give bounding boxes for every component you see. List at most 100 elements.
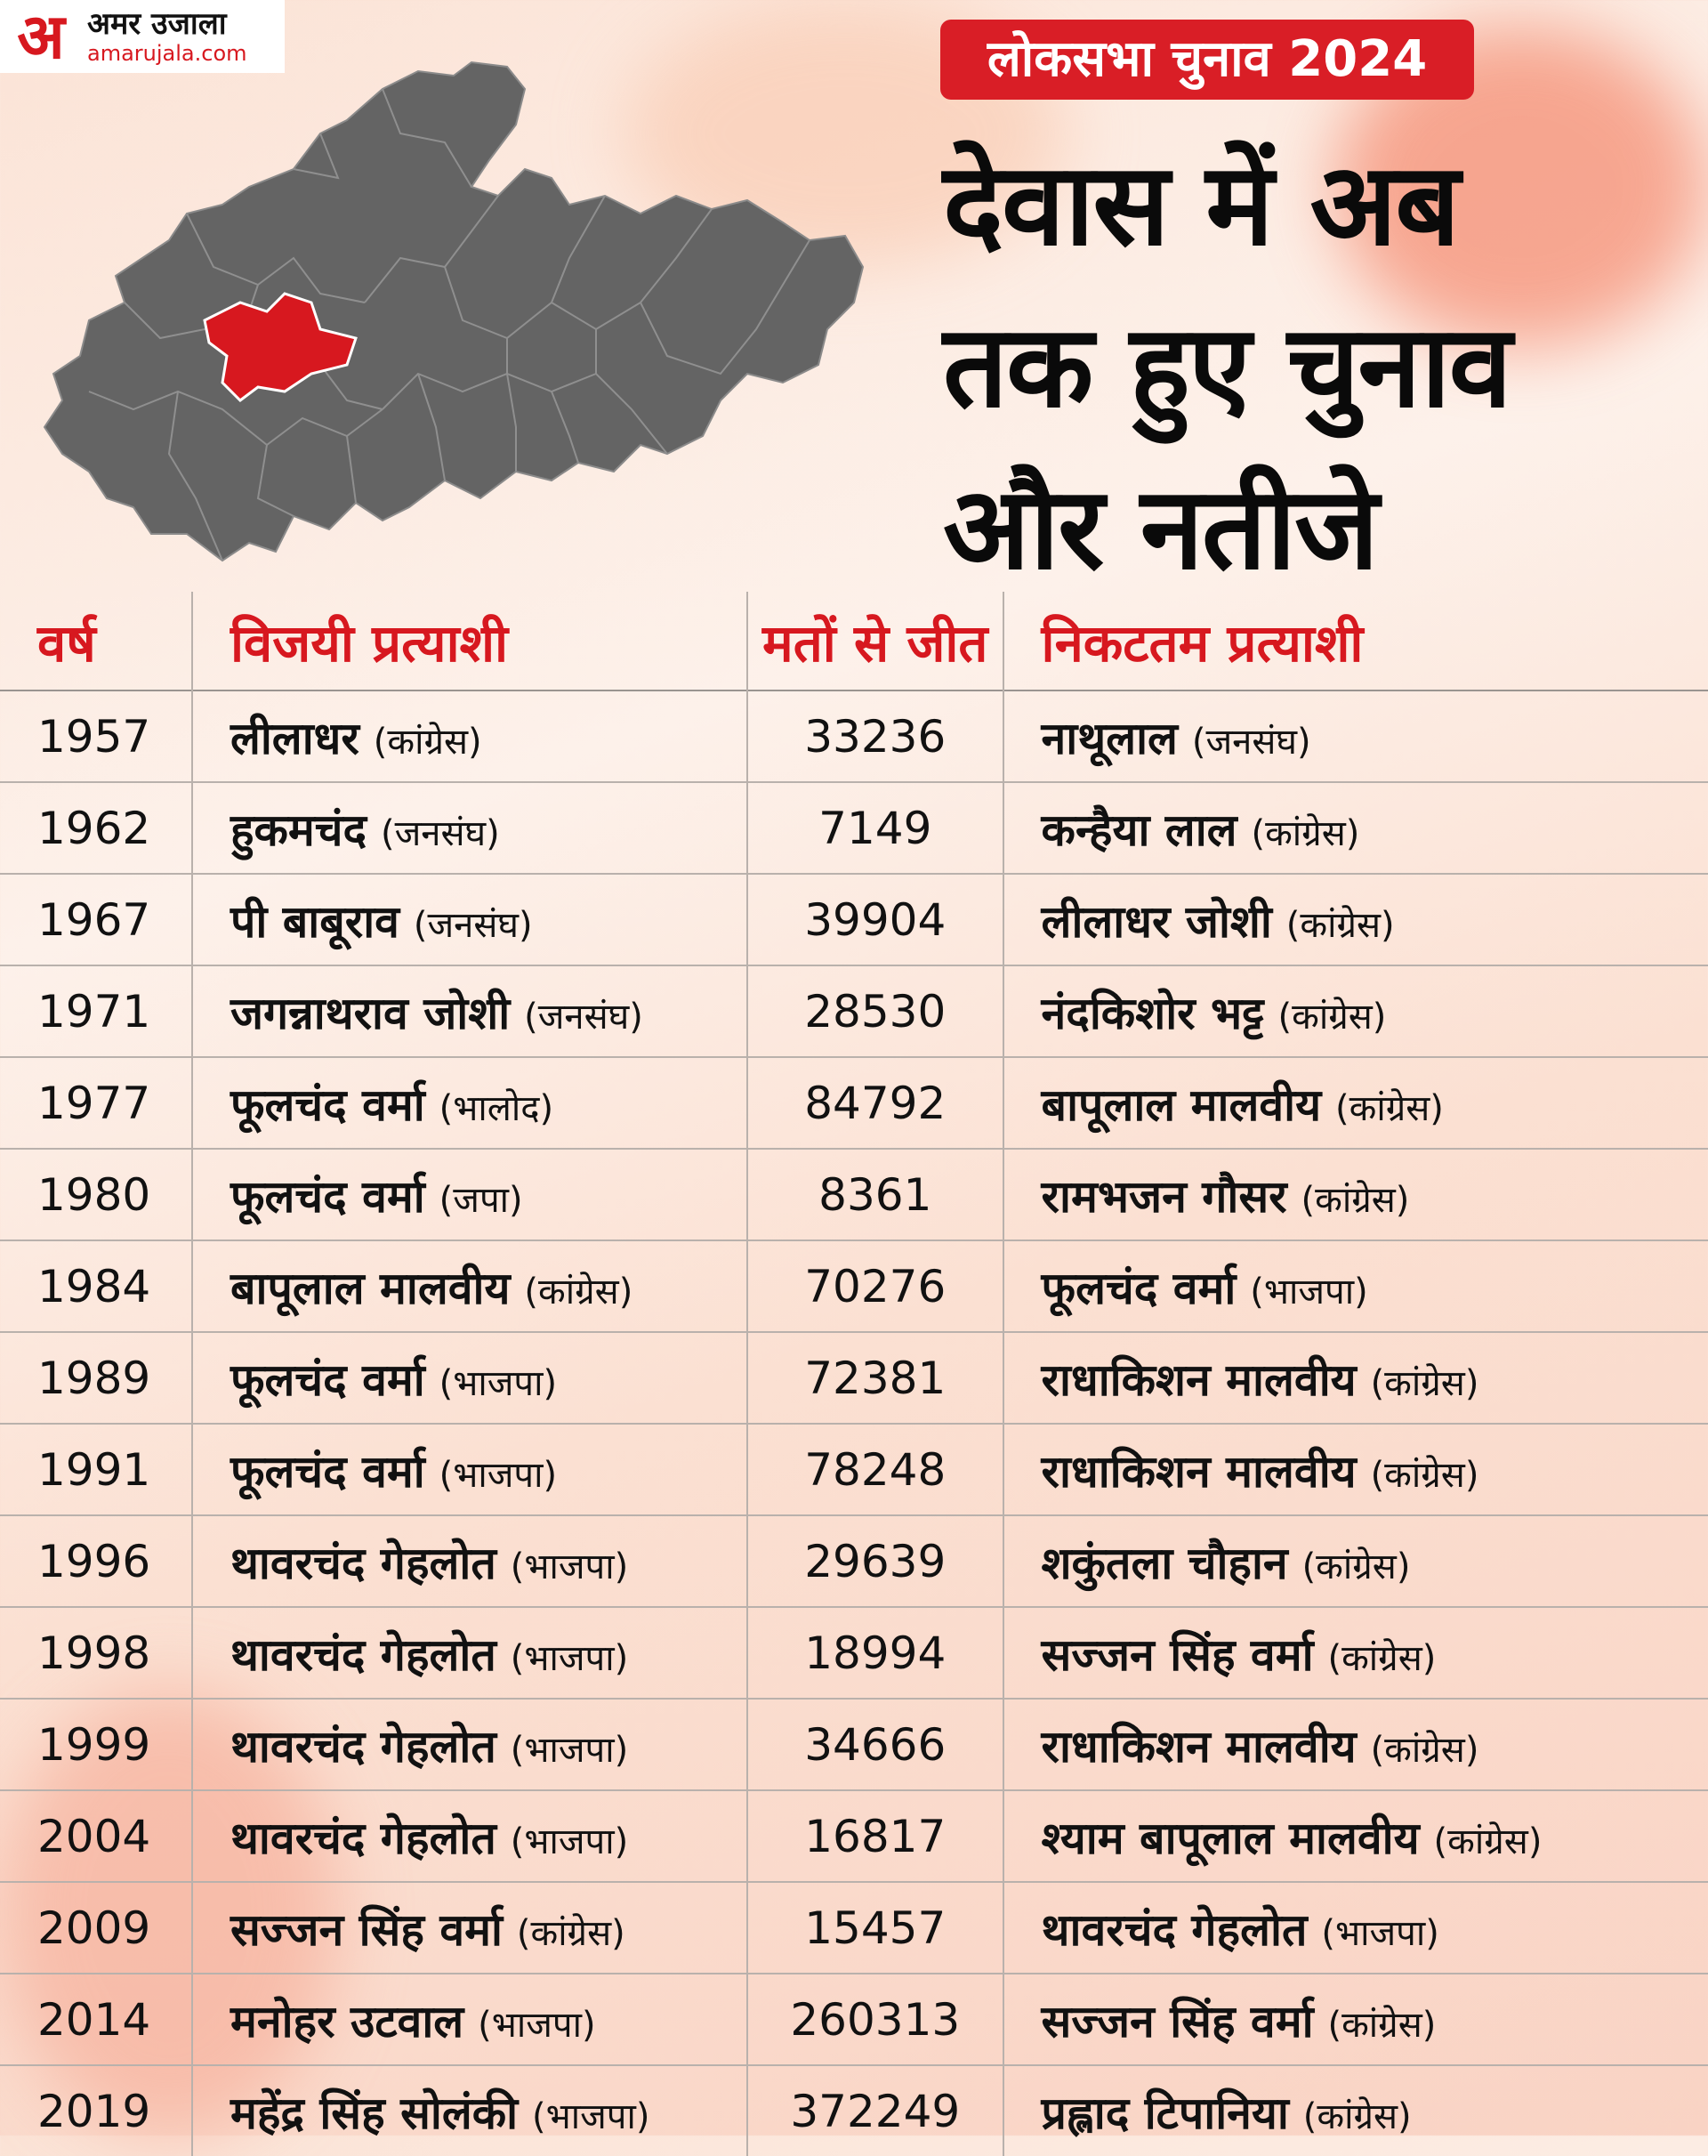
table-row: 2004 थावरचंद गेहलोत (भाजपा) 16817 श्याम बाप…: [0, 1789, 1708, 1882]
winner-name: फूलचंद वर्मा: [230, 1445, 425, 1498]
logo-mark: अ: [0, 0, 82, 73]
cell-year: 2004: [0, 1789, 193, 1882]
runner-name: सज्जन सिंह वर्मा: [1041, 1628, 1314, 1681]
runner-party: (कांग्रेस): [1370, 1454, 1479, 1496]
runner-party: (कांग्रेस): [1433, 1821, 1543, 1862]
winner-name: महेंद्र सिंह सोलंकी: [230, 2087, 519, 2139]
state-map-outline: [43, 61, 865, 562]
cell-runner-up: प्रह्लाद टिपानिया (कांग्रेस): [1003, 2064, 1708, 2156]
winner-party: (भालोद): [439, 1087, 554, 1129]
cell-winner: फूलचंद वर्मा (भाजपा): [191, 1331, 748, 1424]
cell-margin: 260313: [746, 1973, 1004, 2065]
cell-margin: 33236: [746, 690, 1004, 782]
winner-party: (कांग्रेस): [373, 721, 482, 763]
cell-year: 1984: [0, 1239, 193, 1332]
state-map: [43, 61, 865, 562]
cell-year: 1957: [0, 690, 193, 782]
table-row: 2014 मनोहर उटवाल (भाजपा) 260313 सज्जन सिंह …: [0, 1973, 1708, 2065]
table-row: 1984 बापूलाल मालवीय (कांग्रेस) 70276 फूलचंद…: [0, 1239, 1708, 1332]
cell-year: 1989: [0, 1331, 193, 1424]
cell-winner: बापूलाल मालवीय (कांग्रेस): [191, 1239, 748, 1332]
cell-margin: 16817: [746, 1789, 1004, 1882]
cell-winner: जगन्नाथराव जोशी (जनसंघ): [191, 965, 748, 1057]
runner-party: (कांग्रेस): [1301, 1179, 1410, 1221]
cell-runner-up: सज्जन सिंह वर्मा (कांग्रेस): [1003, 1973, 1708, 2065]
winner-party: (भाजपा): [510, 1546, 629, 1587]
cell-margin: 29639: [746, 1514, 1004, 1607]
winner-name: फूलचंद वर्मा: [230, 1170, 425, 1223]
winner-name: सज्जन सिंह वर्मा: [230, 1903, 503, 1956]
winner-name: मनोहर उटवाल: [230, 1995, 464, 2047]
runner-name: शकुंतला चौहान: [1041, 1537, 1288, 1589]
cell-year: 1991: [0, 1423, 193, 1515]
cell-margin: 34666: [746, 1698, 1004, 1790]
headline-line-2: तक हुए चुनाव: [943, 301, 1512, 433]
runner-name: राधाकिशन मालवीय: [1041, 1353, 1357, 1406]
winner-party: (जनसंघ): [381, 812, 500, 854]
runner-name: फूलचंद वर्मा: [1041, 1262, 1237, 1314]
cell-runner-up: थावरचंद गेहलोत (भाजपा): [1003, 1881, 1708, 1974]
cell-runner-up: रामभजन गौसर (कांग्रेस): [1003, 1148, 1708, 1240]
runner-name: नंदकिशोर भट्ट: [1041, 987, 1264, 1039]
cell-runner-up: कन्हैया लाल (कांग्रेस): [1003, 781, 1708, 874]
winner-party: (भाजपा): [478, 2004, 596, 2046]
runner-party: (कांग्रेस): [1327, 1637, 1437, 1679]
runner-name: बापूलाल मालवीय: [1041, 1078, 1322, 1131]
runner-party: (कांग्रेस): [1277, 996, 1387, 1038]
cell-runner-up: श्याम बापूलाल मालवीय (कांग्रेस): [1003, 1789, 1708, 1882]
runner-party: (कांग्रेस): [1370, 1729, 1479, 1771]
runner-party: (भाजपा): [1321, 1912, 1439, 1954]
runner-name: श्याम बापूलाल मालवीय: [1041, 1812, 1420, 1864]
cell-year: 2019: [0, 2064, 193, 2156]
cell-winner: लीलाधर (कांग्रेस): [191, 690, 748, 782]
winner-name: थावरचंद गेहलोत: [230, 1537, 496, 1589]
runner-party: (कांग्रेस): [1335, 1087, 1444, 1129]
cell-winner: मनोहर उटवाल (भाजपा): [191, 1973, 748, 2065]
runner-name: सज्जन सिंह वर्मा: [1041, 1995, 1314, 2047]
table-header-row: वर्ष विजयी प्रत्याशी मतों से जीत निकटतम …: [0, 592, 1708, 690]
cell-margin: 372249: [746, 2064, 1004, 2156]
cell-margin: 39904: [746, 873, 1004, 965]
cell-year: 1996: [0, 1514, 193, 1607]
table-row: 1971 जगन्नाथराव जोशी (जनसंघ) 28530 नंदकिशोर…: [0, 965, 1708, 1057]
cell-runner-up: राधाकिशन मालवीय (कांग्रेस): [1003, 1423, 1708, 1515]
table-row: 1977 फूलचंद वर्मा (भालोद) 84792 बापूलाल माल…: [0, 1056, 1708, 1149]
runner-party: (कांग्रेस): [1302, 2095, 1412, 2137]
cell-winner: हुकमचंद (जनसंघ): [191, 781, 748, 874]
winner-party: (जनसंघ): [524, 996, 643, 1038]
cell-runner-up: लीलाधर जोशी (कांग्रेस): [1003, 873, 1708, 965]
cell-winner: सज्जन सिंह वर्मा (कांग्रेस): [191, 1881, 748, 1974]
runner-party: (जनसंघ): [1191, 721, 1311, 763]
header-winner: विजयी प्रत्याशी: [191, 592, 748, 690]
cell-winner: पी बाबूराव (जनसंघ): [191, 873, 748, 965]
runner-name: नाथूलाल: [1041, 712, 1178, 764]
cell-year: 1967: [0, 873, 193, 965]
runner-name: लीलाधर जोशी: [1041, 895, 1272, 948]
cell-winner: थावरचंद गेहलोत (भाजपा): [191, 1698, 748, 1790]
cell-runner-up: शकुंतला चौहान (कांग्रेस): [1003, 1514, 1708, 1607]
headline-line-3: और नतीजे: [943, 463, 1379, 595]
winner-party: (कांग्रेस): [524, 1271, 633, 1312]
runner-party: (कांग्रेस): [1285, 904, 1395, 946]
header-year: वर्ष: [0, 592, 193, 690]
cell-winner: थावरचंद गेहलोत (भाजपा): [191, 1514, 748, 1607]
dewas-district-highlight: [203, 292, 358, 402]
cell-margin: 72381: [746, 1331, 1004, 1424]
brand-site: amarujala.com: [87, 41, 247, 66]
runner-party: (कांग्रेस): [1327, 2004, 1437, 2046]
table-row: 1962 हुकमचंद (जनसंघ) 7149 कन्हैया लाल (कांग…: [0, 781, 1708, 874]
runner-party: (भाजपा): [1250, 1271, 1368, 1312]
table-row: 1998 थावरचंद गेहलोत (भाजपा) 18994 सज्जन सिं…: [0, 1606, 1708, 1699]
cell-runner-up: नंदकिशोर भट्ट (कांग्रेस): [1003, 965, 1708, 1057]
cell-margin: 15457: [746, 1881, 1004, 1974]
winner-name: लीलाधर: [230, 712, 359, 764]
cell-year: 2014: [0, 1973, 193, 2065]
cell-margin: 7149: [746, 781, 1004, 874]
cell-margin: 78248: [746, 1423, 1004, 1515]
results-table: वर्ष विजयी प्रत्याशी मतों से जीत निकटतम …: [0, 592, 1708, 2156]
cell-margin: 18994: [746, 1606, 1004, 1699]
cell-winner: फूलचंद वर्मा (भालोद): [191, 1056, 748, 1149]
winner-name: फूलचंद वर्मा: [230, 1353, 425, 1406]
cell-runner-up: बापूलाल मालवीय (कांग्रेस): [1003, 1056, 1708, 1149]
runner-name: थावरचंद गेहलोत: [1041, 1903, 1308, 1956]
